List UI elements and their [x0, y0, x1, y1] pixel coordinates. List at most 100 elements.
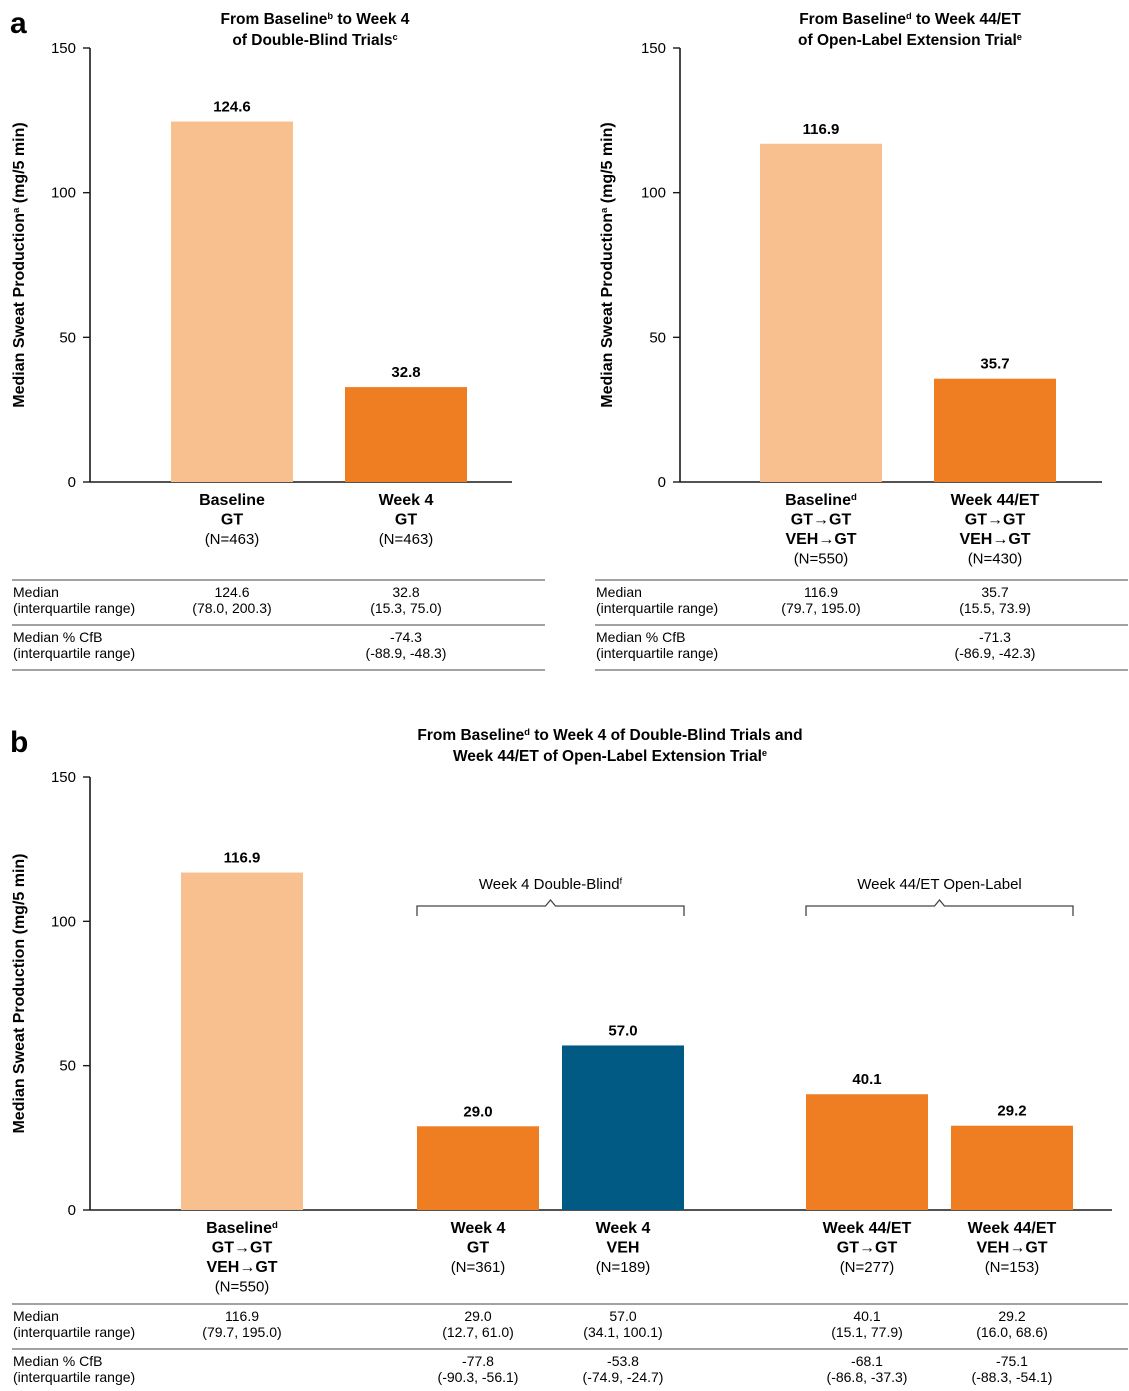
bar-data-label: 29.2 — [997, 1103, 1026, 1120]
y-axis-label: Median Sweat Productiona (mg/5 min) — [11, 122, 29, 407]
x-category-n: (N=153) — [985, 1259, 1040, 1276]
x-category-n: (N=189) — [596, 1259, 651, 1276]
table-cell: (34.1, 100.1) — [583, 1324, 662, 1340]
y-tick-label: 150 — [641, 40, 666, 57]
table-cell: (-90.3, -56.1) — [438, 1369, 519, 1385]
x-category-label: GT→GT — [965, 512, 1026, 529]
bar — [345, 387, 467, 482]
y-tick-label: 100 — [641, 185, 666, 202]
x-category-label: GT→GT — [837, 1240, 898, 1257]
y-tick-label: 50 — [649, 329, 666, 346]
table-cell: -53.8 — [607, 1353, 639, 1369]
table-row-label: (interquartile range) — [13, 645, 135, 661]
bar-data-label: 32.8 — [391, 364, 420, 381]
bar — [760, 143, 882, 482]
x-category-label: GT — [221, 512, 243, 529]
x-category-label: Week 4 — [451, 1220, 506, 1237]
table-row-label: (interquartile range) — [596, 645, 718, 661]
y-tick-label: 150 — [51, 40, 76, 57]
chart-title-line: of Double-Blind Trialsc — [232, 32, 397, 49]
table-row-label: (interquartile range) — [13, 600, 135, 616]
table-cell: 124.6 — [214, 584, 249, 600]
table-cell: -74.3 — [390, 629, 422, 645]
bar-data-label: 116.9 — [803, 121, 840, 138]
y-tick-label: 100 — [51, 913, 76, 930]
table-cell: -71.3 — [979, 629, 1011, 645]
y-tick-label: 0 — [658, 474, 666, 491]
table-row-label: Median — [596, 584, 642, 600]
chart-title-line: Week 44/ET of Open-Label Extension Trial… — [453, 748, 767, 765]
table-cell: (15.1, 77.9) — [831, 1324, 903, 1340]
x-category-n: (N=550) — [215, 1279, 270, 1296]
table-cell: (-74.9, -24.7) — [583, 1369, 664, 1385]
table-cell: 40.1 — [853, 1308, 880, 1324]
x-category-label: Week 4 — [596, 1220, 651, 1237]
table-cell: (-88.9, -48.3) — [366, 645, 447, 661]
table-row-label: Median % CfB — [596, 629, 685, 645]
x-category-label: GT→GT — [212, 1240, 273, 1257]
table-cell: (79.7, 195.0) — [202, 1324, 281, 1340]
table-cell: 29.0 — [464, 1308, 491, 1324]
bar — [934, 378, 1056, 482]
y-axis-label: Median Sweat Production (mg/5 min) — [11, 853, 28, 1133]
table-cell: (16.0, 68.6) — [976, 1324, 1048, 1340]
table-cell: 32.8 — [392, 584, 419, 600]
x-category-label: VEH→GT — [959, 531, 1030, 548]
panel-letter: b — [10, 726, 28, 759]
bar — [951, 1125, 1073, 1210]
x-category-n: (N=550) — [794, 551, 849, 568]
bar-data-label: 57.0 — [608, 1022, 637, 1039]
table-cell: -77.8 — [462, 1353, 494, 1369]
x-category-n: (N=463) — [205, 531, 260, 548]
table-cell: 116.9 — [225, 1308, 259, 1324]
table-cell: (79.7, 195.0) — [781, 600, 860, 616]
bar-data-label: 116.9 — [224, 850, 261, 867]
x-category-label: GT — [395, 512, 417, 529]
table-cell: (12.7, 61.0) — [442, 1324, 514, 1340]
bar-data-label: 35.7 — [980, 356, 1009, 373]
group-brace — [416, 898, 685, 916]
table-cell: (78.0, 200.3) — [192, 600, 271, 616]
y-axis-label: Median Sweat Productiona (mg/5 min) — [599, 122, 617, 407]
bar — [181, 872, 303, 1210]
table-row-label: Median % CfB — [13, 1353, 102, 1369]
group-brace — [805, 898, 1074, 916]
x-category-label: VEH→GT — [206, 1259, 277, 1276]
table-cell: (-88.3, -54.1) — [972, 1369, 1053, 1385]
chart-title-line: From Baselined to Week 44/ET — [799, 11, 1021, 28]
table-row-label: Median — [13, 584, 59, 600]
bar — [806, 1094, 928, 1210]
x-category-label: Week 4 — [379, 492, 434, 509]
table-cell: 35.7 — [981, 584, 1008, 600]
table-cell: 116.9 — [804, 584, 838, 600]
x-category-label: Week 44/ET — [951, 492, 1040, 509]
bar-data-label: 40.1 — [852, 1071, 881, 1088]
y-tick-label: 0 — [68, 474, 76, 491]
x-category-label: Week 44/ET — [968, 1220, 1057, 1237]
panel-letter: a — [10, 7, 27, 40]
table-cell: (15.3, 75.0) — [370, 600, 442, 616]
table-row-label: (interquartile range) — [596, 600, 718, 616]
x-category-label: VEH — [607, 1240, 640, 1257]
x-category-label: Week 44/ET — [823, 1220, 912, 1237]
group-label: Week 4 Double-Blindf — [479, 876, 623, 893]
y-tick-label: 50 — [59, 329, 76, 346]
x-category-label: Baseline — [199, 492, 265, 509]
chart-title-line: of Open-Label Extension Triale — [798, 32, 1022, 49]
table-cell: (-86.8, -37.3) — [827, 1369, 908, 1385]
x-category-label: GT→GT — [791, 512, 852, 529]
chart-title-line: From Baselineb to Week 4 — [221, 11, 410, 28]
bar — [171, 121, 293, 483]
bar — [417, 1126, 539, 1210]
group-label: Week 44/ET Open-Label — [857, 876, 1022, 893]
x-category-label: Baselined — [785, 492, 857, 510]
bar — [562, 1045, 684, 1210]
table-cell: (-86.9, -42.3) — [955, 645, 1036, 661]
x-category-n: (N=463) — [379, 531, 434, 548]
x-category-n: (N=277) — [840, 1259, 895, 1276]
table-row-label: (interquartile range) — [13, 1369, 135, 1385]
bar-data-label: 124.6 — [213, 98, 251, 115]
x-category-label: Baselined — [206, 1220, 278, 1238]
table-cell: -75.1 — [996, 1353, 1028, 1369]
